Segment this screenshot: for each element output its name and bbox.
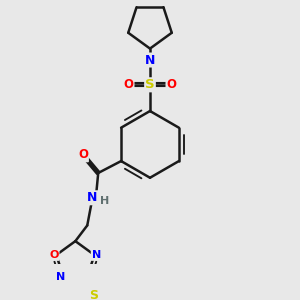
Text: N: N	[87, 191, 98, 204]
Text: S: S	[145, 78, 155, 91]
Text: H: H	[100, 196, 110, 206]
Text: N: N	[145, 53, 155, 67]
Text: O: O	[167, 78, 176, 91]
Text: O: O	[78, 148, 88, 161]
Text: O: O	[124, 78, 134, 91]
Text: N: N	[92, 250, 101, 260]
Text: N: N	[56, 272, 65, 282]
Text: S: S	[89, 290, 98, 300]
Text: O: O	[49, 250, 58, 260]
